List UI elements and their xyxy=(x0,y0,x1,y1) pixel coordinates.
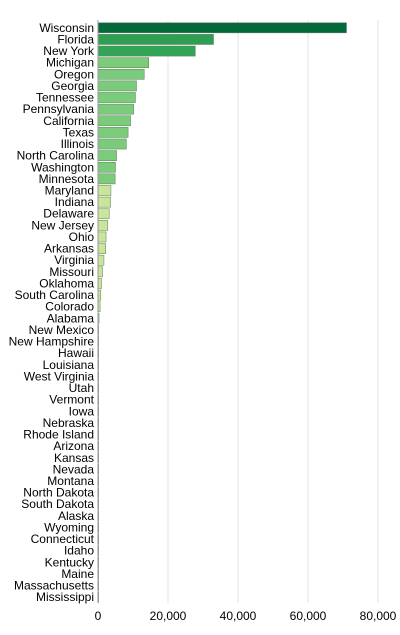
bar[interactable] xyxy=(97,278,102,289)
bar[interactable] xyxy=(97,34,214,45)
category-label: Hawaii xyxy=(58,346,94,360)
bar[interactable] xyxy=(97,57,149,68)
category-label: Nebraska xyxy=(43,416,95,430)
bar[interactable] xyxy=(97,103,134,115)
x-tick-label: 60,000 xyxy=(290,609,327,623)
category-label: Wisconsin xyxy=(39,21,94,35)
x-tick-label: 80,000 xyxy=(360,609,397,623)
category-label: Arizona xyxy=(53,439,94,453)
bar[interactable] xyxy=(97,161,116,173)
category-label: Indiana xyxy=(55,195,95,209)
x-tick-label: 0 xyxy=(95,609,102,623)
category-label: Florida xyxy=(57,32,94,46)
category-label: Tennessee xyxy=(36,91,94,105)
x-tick-label: 20,000 xyxy=(150,609,187,623)
category-label: Wyoming xyxy=(44,520,94,534)
category-label: Michigan xyxy=(46,56,94,70)
category-label: Alabama xyxy=(47,311,95,325)
bar[interactable] xyxy=(97,150,117,161)
bar[interactable] xyxy=(97,92,136,103)
category-label: Rhode Island xyxy=(23,428,94,442)
category-label: North Carolina xyxy=(17,149,95,163)
bar[interactable] xyxy=(97,173,116,185)
category-label: Montana xyxy=(47,474,94,488)
category-label: Colorado xyxy=(45,300,94,314)
category-label: Missouri xyxy=(49,265,94,279)
category-label: South Carolina xyxy=(15,288,95,302)
bar[interactable] xyxy=(97,115,131,127)
category-label: Mississippi xyxy=(36,590,94,604)
x-tick-label: 40,000 xyxy=(220,609,257,623)
bar[interactable] xyxy=(97,22,347,34)
category-label: Maryland xyxy=(45,183,94,197)
category-label: Minnesota xyxy=(39,172,95,186)
bar[interactable] xyxy=(97,196,111,208)
category-label: Pennsylvania xyxy=(23,102,95,116)
category-label: Louisiana xyxy=(43,358,95,372)
category-label: Connecticut xyxy=(31,532,95,546)
bar[interactable] xyxy=(97,254,105,266)
category-label: Kentucky xyxy=(45,555,94,569)
bar[interactable] xyxy=(97,80,137,92)
category-label: Ohio xyxy=(69,230,95,244)
category-label: California xyxy=(43,114,94,128)
category-label: West Virginia xyxy=(24,369,95,383)
category-label: Oregon xyxy=(54,67,94,81)
category-label: Iowa xyxy=(69,404,95,418)
category-label: New Jersey xyxy=(31,218,94,232)
category-label: Virginia xyxy=(54,253,94,267)
category-label: Arkansas xyxy=(44,242,94,256)
category-label: Alaska xyxy=(58,509,94,523)
bar[interactable] xyxy=(97,185,112,196)
category-label: Utah xyxy=(69,381,94,395)
bar[interactable] xyxy=(97,138,127,150)
category-label: Idaho xyxy=(64,544,94,558)
category-label: New Hampshire xyxy=(9,335,95,349)
category-label: Washington xyxy=(31,160,94,174)
bar[interactable] xyxy=(97,45,196,57)
category-label: Illinois xyxy=(61,137,94,151)
category-label: South Dakota xyxy=(21,497,94,511)
category-label: Georgia xyxy=(51,79,94,93)
bar[interactable] xyxy=(97,208,110,220)
category-label: Oklahoma xyxy=(39,276,94,290)
category-label: Vermont xyxy=(49,393,94,407)
bar[interactable] xyxy=(97,68,145,80)
category-label: Massachusetts xyxy=(14,579,94,593)
bar[interactable] xyxy=(97,220,109,231)
category-label: Maine xyxy=(61,567,94,581)
category-label: New Mexico xyxy=(29,323,95,337)
bar[interactable] xyxy=(97,231,107,243)
bar[interactable] xyxy=(97,243,106,254)
bar[interactable] xyxy=(97,127,129,138)
category-label: New York xyxy=(43,44,95,58)
category-label: Nevada xyxy=(53,462,95,476)
category-label: Texas xyxy=(63,125,94,139)
category-label: Kansas xyxy=(54,451,94,465)
category-label: Delaware xyxy=(43,207,94,221)
category-label: North Dakota xyxy=(23,486,94,500)
bar[interactable] xyxy=(97,266,103,278)
